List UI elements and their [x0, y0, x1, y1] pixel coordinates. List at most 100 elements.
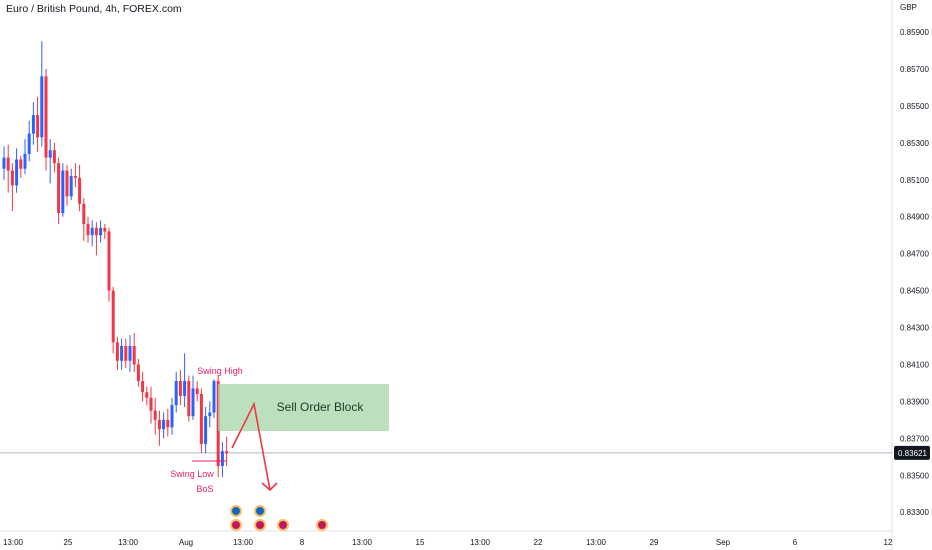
swing-low-label: Swing Low	[170, 469, 214, 479]
candle-body	[115, 342, 119, 361]
price-tick-label: 0.83900	[900, 397, 929, 406]
event-icon-flag	[256, 521, 264, 529]
candle	[27, 120, 31, 162]
candle	[170, 397, 174, 435]
candle-body	[94, 227, 98, 236]
candle-body	[10, 170, 14, 186]
candle	[212, 379, 216, 419]
candle-body	[199, 394, 203, 444]
price-axis: 0.85900 0.85700 0.85500 0.85300 0.85100 0.849…	[900, 28, 929, 517]
candle	[61, 163, 65, 217]
candle	[162, 412, 166, 439]
time-tick-label: 12	[884, 538, 893, 547]
candle	[145, 386, 149, 406]
candle-body	[145, 392, 149, 398]
time-tick-label: 13:00	[3, 538, 24, 547]
event-icon-flag	[279, 521, 287, 529]
candle-body	[15, 159, 19, 186]
candle-body	[82, 203, 86, 225]
price-tick-label: 0.84100	[900, 360, 929, 369]
candle-body	[69, 176, 73, 197]
candle	[99, 220, 103, 243]
candle	[124, 338, 128, 369]
economic-event-icon[interactable]	[277, 519, 289, 531]
price-tick-label: 0.84700	[900, 250, 929, 259]
sell-order-block-label: Sell Order Block	[277, 400, 365, 414]
time-tick-label: 8	[300, 538, 305, 547]
candle-body	[86, 224, 90, 236]
candle-body	[44, 76, 48, 158]
economic-event-icon[interactable]	[254, 505, 266, 517]
candle	[115, 336, 119, 371]
candle	[187, 375, 191, 422]
price-tick-label: 0.85700	[900, 65, 929, 74]
candles	[2, 41, 229, 478]
time-tick-label: Sep	[716, 538, 731, 547]
economic-event-icon[interactable]	[230, 505, 242, 517]
price-tick-label: 0.83500	[900, 471, 929, 480]
candle	[141, 371, 145, 402]
candle	[166, 408, 170, 437]
candle	[19, 155, 23, 178]
price-tick-label: 0.83700	[900, 434, 929, 443]
candle-body	[120, 345, 124, 361]
candle-body	[132, 345, 136, 365]
candle	[86, 216, 90, 243]
candle	[36, 96, 40, 153]
economic-event-icon[interactable]	[316, 519, 328, 531]
candle	[82, 198, 86, 241]
candle-body	[225, 451, 229, 454]
candle-body	[31, 115, 35, 134]
candle-body	[61, 170, 65, 214]
candle-body	[183, 381, 187, 396]
candle	[120, 338, 124, 371]
candle-body	[99, 227, 103, 236]
bos-label: BoS	[196, 484, 213, 494]
current-price-line-group: 0.83621	[0, 445, 930, 460]
candle	[69, 168, 73, 201]
candle-body	[170, 405, 174, 428]
price-tick-label: 0.85300	[900, 139, 929, 148]
candle-body	[136, 364, 140, 382]
candle	[2, 146, 6, 180]
candle	[132, 333, 136, 372]
candle-body	[204, 416, 208, 444]
candle	[157, 410, 161, 446]
time-tick-label: 22	[534, 538, 543, 547]
currency-label: GBP	[900, 3, 917, 12]
candle-body	[23, 153, 27, 169]
candle	[57, 157, 61, 225]
candle	[191, 375, 195, 420]
candle-body	[103, 227, 107, 232]
event-icon-flag	[256, 507, 264, 515]
economic-event-icon[interactable]	[254, 519, 266, 531]
candle	[73, 163, 77, 188]
price-tick-label: 0.84500	[900, 287, 929, 296]
candle	[153, 397, 157, 435]
event-icon-flag	[318, 521, 326, 529]
candle-body	[128, 345, 132, 361]
candle	[199, 388, 203, 454]
candle	[103, 224, 107, 239]
candle-body	[27, 133, 31, 154]
candle	[225, 436, 229, 467]
economic-event-icon[interactable]	[230, 519, 242, 531]
sell-order-block-zone[interactable]	[218, 384, 389, 431]
candle	[94, 222, 98, 256]
candle-body	[73, 176, 77, 178]
candle	[107, 227, 111, 302]
candle-body	[65, 170, 69, 197]
candle	[10, 163, 14, 212]
candle	[149, 386, 153, 424]
candle-body	[6, 157, 10, 171]
event-icon-flag	[232, 521, 240, 529]
candle-body	[111, 290, 115, 343]
candle-body	[153, 410, 157, 420]
candle	[208, 401, 212, 428]
candle-body	[174, 381, 178, 406]
candle-body	[149, 397, 153, 411]
candle-body	[124, 345, 128, 361]
time-tick-label: 6	[793, 538, 798, 547]
projection-arrow	[231, 401, 271, 491]
